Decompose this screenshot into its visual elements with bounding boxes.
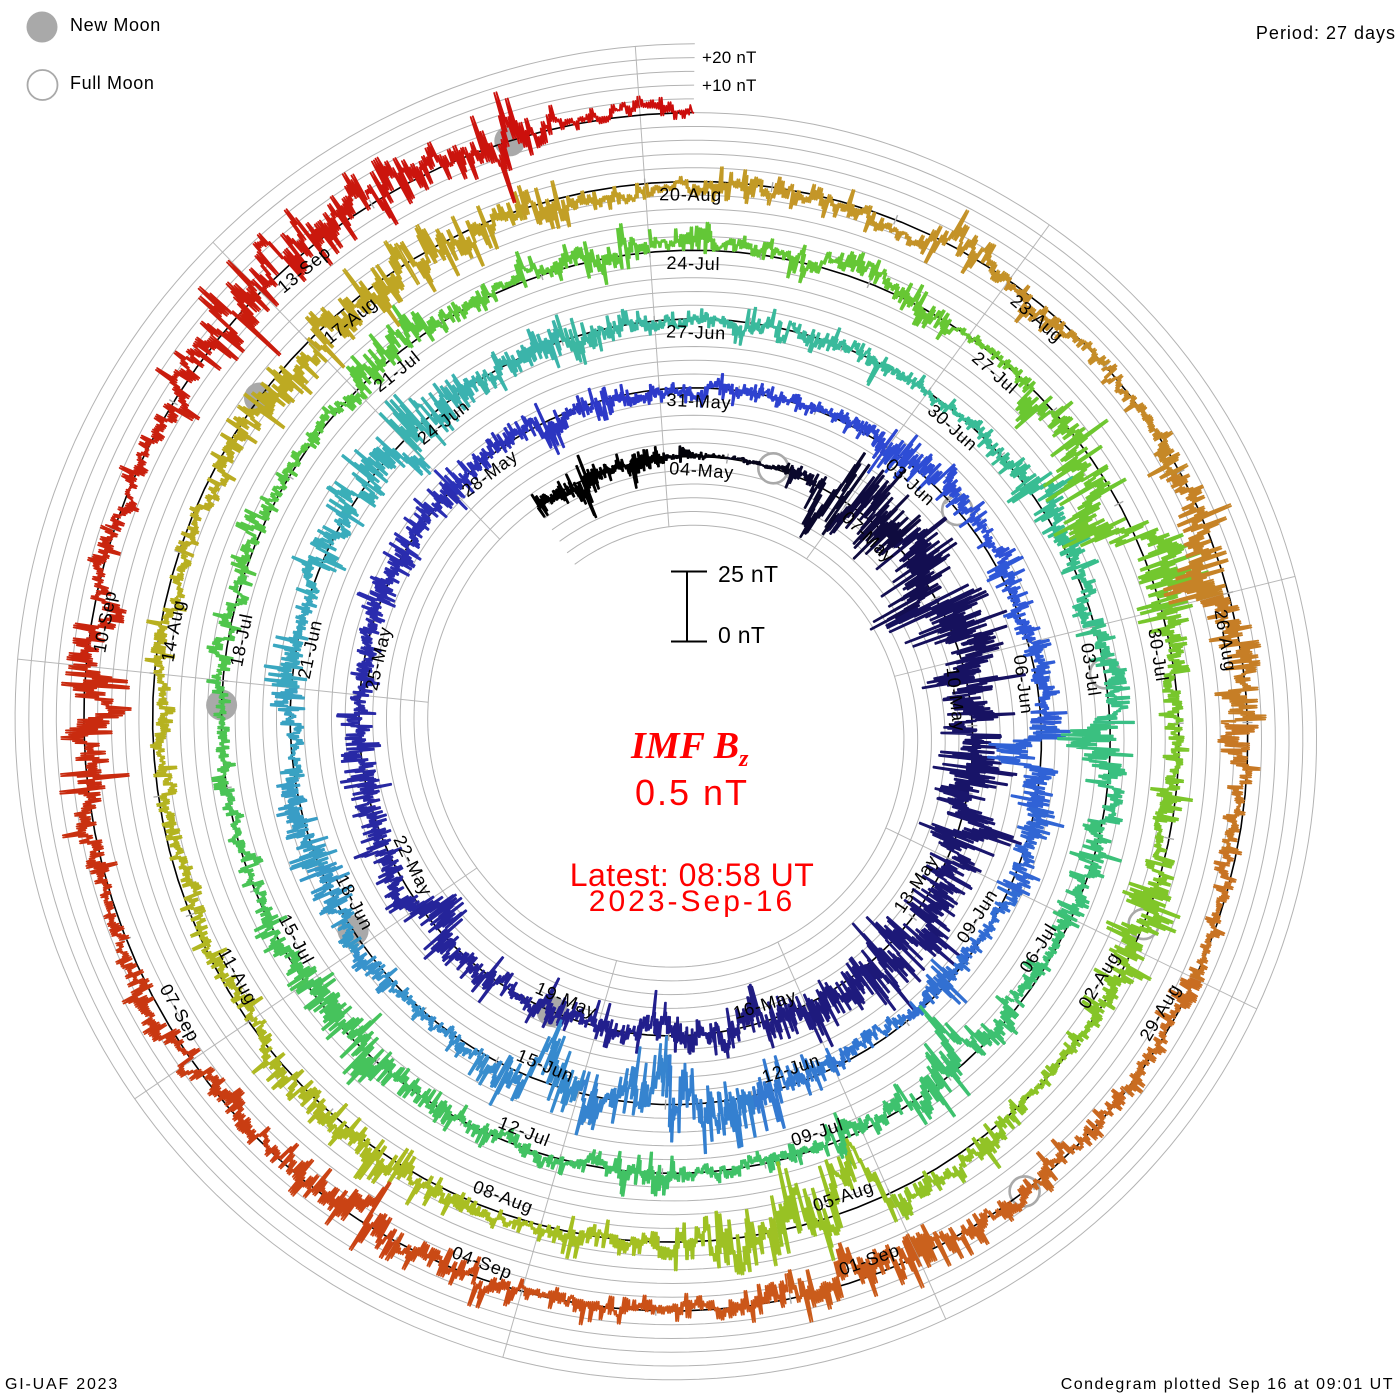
svg-text:25 nT: 25 nT	[718, 561, 778, 587]
svg-text:2023-Sep-16: 2023-Sep-16	[589, 885, 795, 918]
svg-text:Condegram plotted Sep 16 at 09: Condegram plotted Sep 16 at 09:01 UT	[1061, 1376, 1394, 1393]
svg-text:31-May: 31-May	[666, 390, 732, 413]
svg-text:Full Moon: Full Moon	[70, 73, 154, 93]
svg-text:+10 nT: +10 nT	[702, 76, 757, 95]
svg-text:New Moon: New Moon	[70, 15, 161, 35]
svg-text:GI-UAF 2023: GI-UAF 2023	[5, 1376, 119, 1393]
svg-text:04-May: 04-May	[669, 458, 735, 483]
svg-text:24-Jul: 24-Jul	[666, 253, 720, 274]
svg-text:20-Aug: 20-Aug	[659, 184, 722, 205]
svg-text:Period: 27 days: Period: 27 days	[1256, 23, 1396, 43]
svg-text:Latest: 08:58 UT: Latest: 08:58 UT	[570, 857, 815, 893]
svg-text:0 nT: 0 nT	[718, 622, 765, 648]
svg-text:+20 nT: +20 nT	[702, 48, 757, 67]
svg-text:27-Jun: 27-Jun	[666, 321, 726, 343]
svg-text:0.5 nT: 0.5 nT	[635, 772, 749, 813]
svg-text:IMF Bz: IMF Bz	[630, 725, 749, 772]
